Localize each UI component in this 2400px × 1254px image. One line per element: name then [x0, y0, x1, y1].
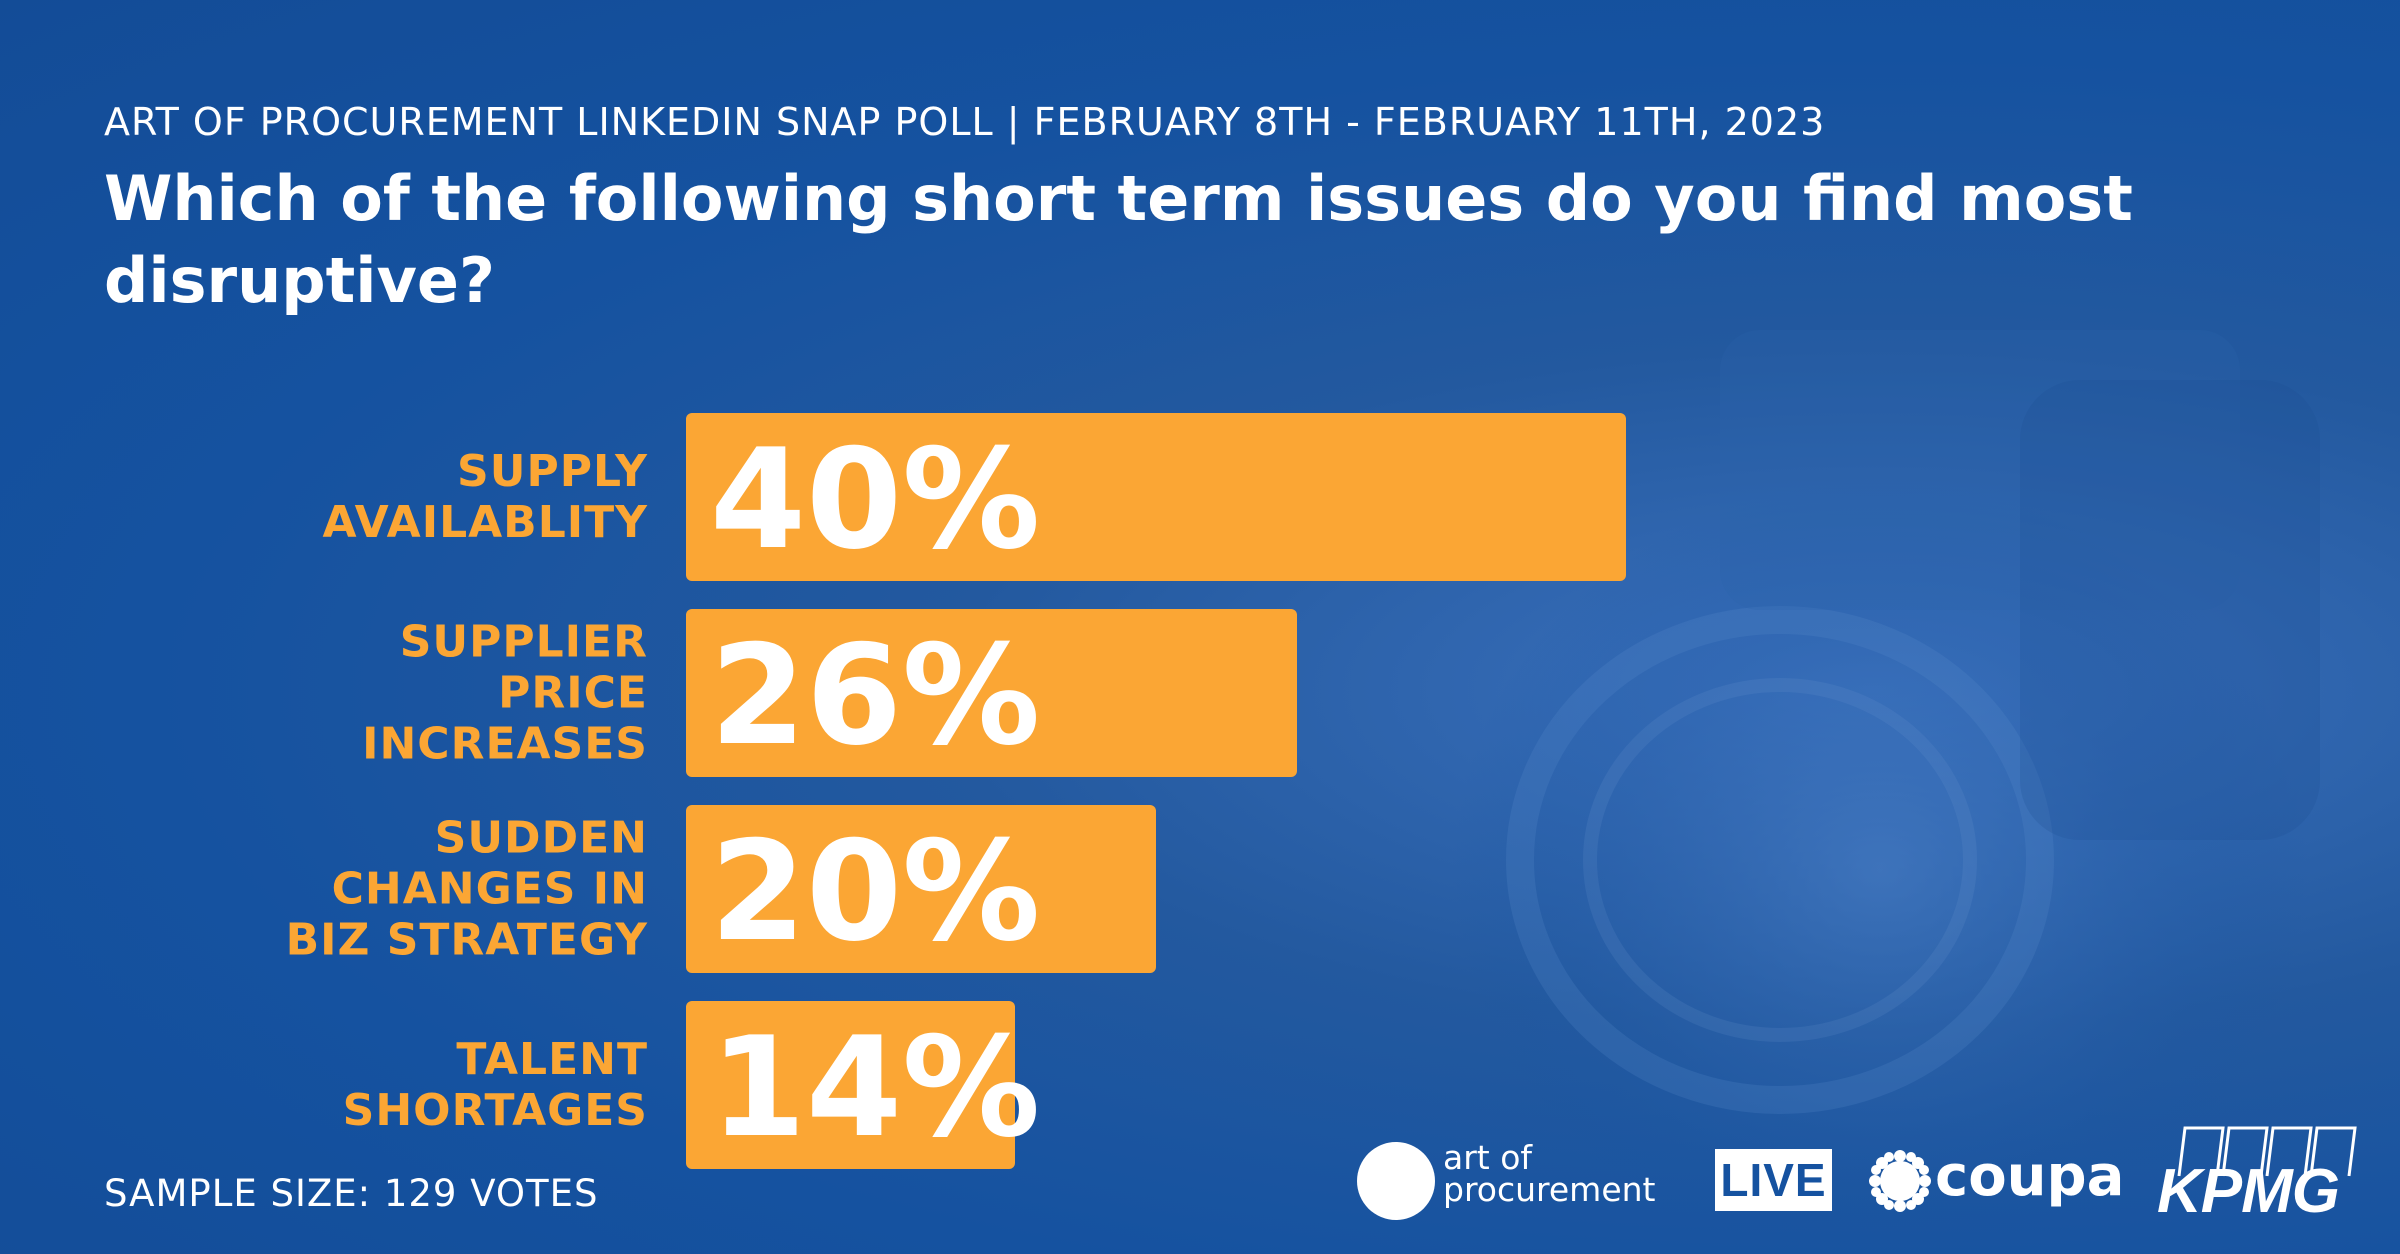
kpmg-wordmark: KPMG [2157, 1157, 2340, 1226]
bar-4 [686, 1001, 1015, 1169]
poll-subtitle: ART OF PROCUREMENT LINKEDIN SNAP POLL | … [104, 100, 1826, 144]
category-label-2: SUPPLIER PRICE INCREASES [362, 616, 648, 769]
poll-question-title: Which of the following short term issues… [104, 162, 2133, 317]
category-label-4: TALENT SHORTAGES [343, 1034, 648, 1136]
bar-2 [686, 609, 1297, 777]
bar-value-label-4: 14% [710, 1007, 1040, 1168]
logo-aop-line1: art of [1443, 1138, 1533, 1177]
coupa-burst-icon [1869, 1150, 1931, 1212]
coupa-logo: coupa [1867, 1140, 2124, 1220]
logo-aop-line2: procurement [1443, 1170, 1656, 1209]
sample-size-note: SAMPLE SIZE: 129 VOTES [104, 1172, 599, 1215]
category-label-1: SUPPLY AVAILABLITY [323, 446, 649, 548]
sponsor-logos: art of procurement LIVE [1355, 1120, 2375, 1230]
bar-3 [686, 805, 1156, 973]
kpmg-logo: KPMG [2155, 1120, 2370, 1230]
kpmg-boxes-icon [2177, 1126, 2357, 1177]
art-of-procurement-circle-icon [1357, 1142, 1435, 1220]
bar-value-label-3: 20% [710, 811, 1040, 972]
category-label-3: SUDDEN CHANGES IN BIZ STRATEGY [286, 812, 649, 965]
bar-value-label-1: 40% [710, 419, 1040, 580]
art-of-procurement-logo: art of procurement [1355, 1140, 1707, 1220]
coupa-wordmark: coupa [1935, 1144, 2125, 1209]
bar-value-label-2: 26% [710, 615, 1040, 776]
live-badge: LIVE [1715, 1149, 1832, 1211]
bar-1 [686, 413, 1626, 581]
